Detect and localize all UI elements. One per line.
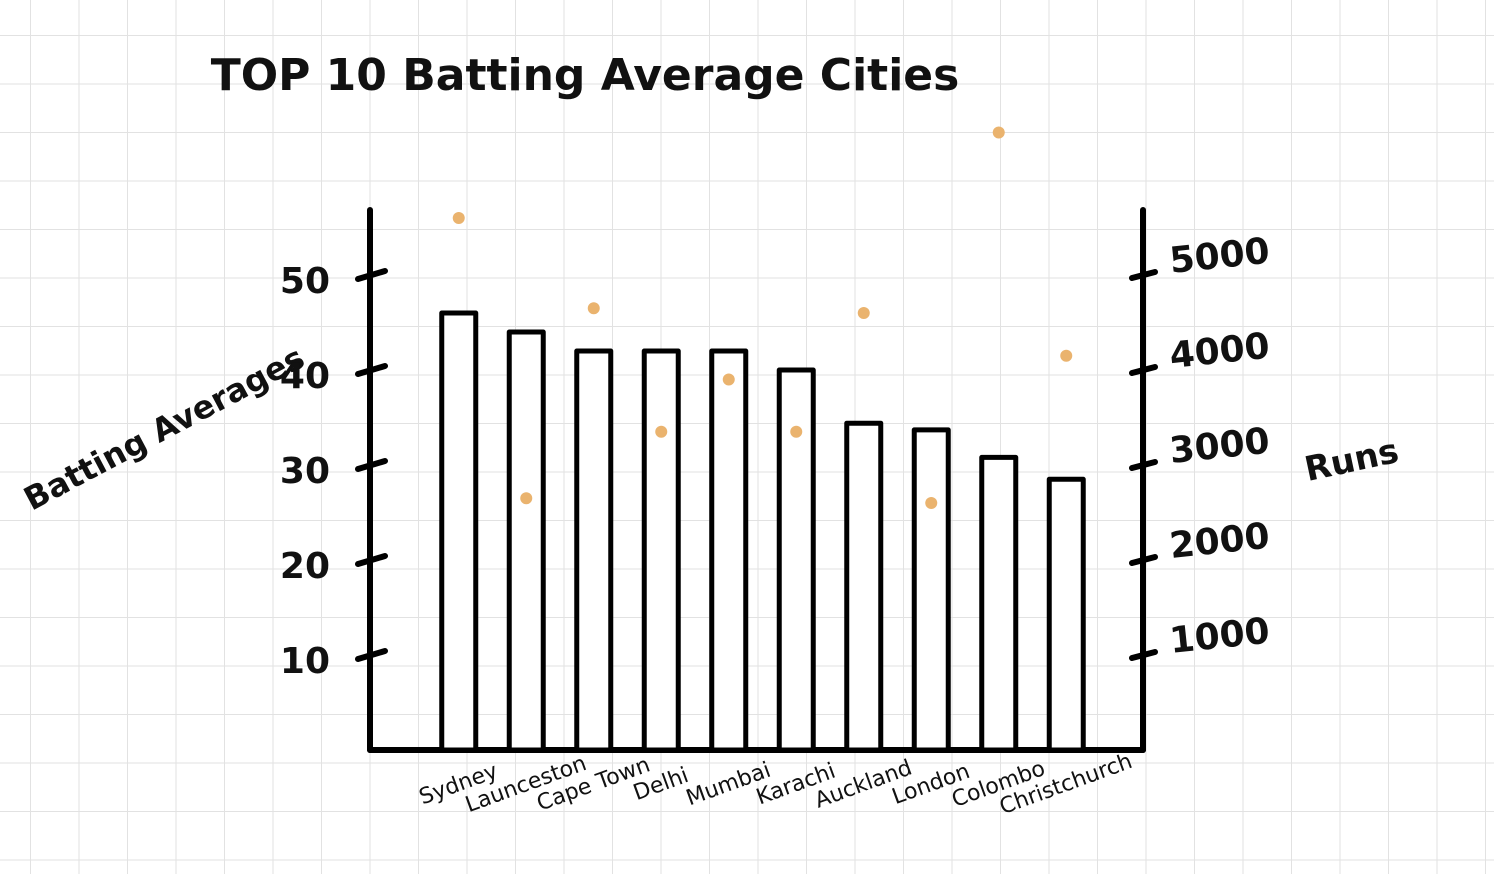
y2-tick — [1129, 554, 1158, 566]
bar — [844, 420, 884, 753]
bar — [911, 427, 951, 753]
y-tick — [355, 553, 388, 567]
y2-tick — [1129, 649, 1158, 661]
y-tick-label: 10 — [280, 641, 330, 682]
y2-tick — [1129, 364, 1158, 376]
chart-title: TOP 10 Batting Average Cities — [211, 50, 960, 101]
y-tick — [355, 458, 388, 472]
y-tick — [355, 268, 388, 282]
bar — [979, 454, 1019, 753]
y-tick — [355, 648, 388, 662]
bar — [574, 348, 614, 753]
bar — [506, 329, 546, 753]
run-dot — [992, 126, 1005, 139]
bar — [641, 348, 681, 753]
bar — [1046, 476, 1086, 753]
y2-tick-label: 2000 — [1168, 516, 1272, 567]
y-tick-label: 30 — [280, 451, 330, 492]
run-dot — [857, 307, 870, 319]
run-dot — [655, 425, 668, 438]
y2-tick-label: 1000 — [1168, 611, 1272, 662]
y-axis-label: Batting Averages — [18, 338, 311, 518]
y-tick-label: 20 — [280, 546, 330, 587]
run-dot — [587, 302, 600, 315]
y-tick-label: 40 — [280, 356, 330, 397]
run-dot — [925, 497, 938, 509]
y-tick-label: 50 — [280, 261, 330, 302]
bar — [776, 367, 816, 753]
bar — [439, 310, 479, 753]
run-dot — [452, 212, 465, 224]
run-dot — [722, 373, 735, 386]
run-dot — [520, 492, 533, 505]
run-dot — [1060, 349, 1073, 362]
y2-tick — [1129, 459, 1158, 471]
run-dot — [790, 425, 803, 438]
y2-tick — [1129, 269, 1158, 281]
y2-tick-label: 4000 — [1168, 326, 1272, 377]
y-tick — [355, 363, 388, 377]
y2-tick-label: 3000 — [1168, 421, 1272, 472]
y2-axis-label: Runs — [1301, 431, 1402, 490]
y2-tick-label: 5000 — [1168, 231, 1272, 282]
bar — [709, 348, 749, 753]
